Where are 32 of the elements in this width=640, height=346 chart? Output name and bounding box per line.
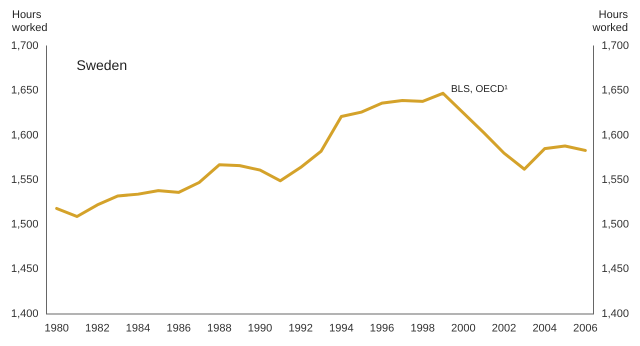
x-tick-label: 1980: [44, 322, 69, 334]
y-tick-label: 1,400: [10, 308, 39, 320]
y2-tick-label: 1,700: [601, 40, 630, 52]
y2-tick-label: 1,500: [601, 218, 630, 231]
y2-tick-label: 1,600: [601, 129, 630, 142]
x-tick-label: 1992: [288, 322, 313, 334]
y-tick-label: 1,500: [10, 218, 39, 231]
x-tick-label: 2002: [492, 322, 516, 334]
y2-tick-label: 1,550: [601, 174, 630, 186]
y-axis-title: Hours worked: [11, 9, 48, 34]
text: Sweden: [76, 56, 128, 73]
x-tick-label: 1994: [329, 322, 354, 334]
y2-tick-label: 1,400: [601, 308, 630, 320]
x-tick-label: 1996: [370, 322, 394, 334]
y-tick-label: 1,550: [10, 174, 39, 186]
x-tick-label: 1986: [166, 322, 191, 334]
x-tick-label: 1990: [248, 322, 272, 334]
x-tick-label: 1984: [126, 322, 150, 334]
x-tick-label: 1988: [207, 322, 232, 334]
x-tick-label: 1998: [410, 322, 435, 334]
y-tick-label: 1,600: [10, 129, 39, 142]
y2-tick-label: 1,650: [601, 84, 630, 97]
y-tick-label: 1,650: [10, 84, 39, 97]
x-tick-label: 2004: [532, 322, 557, 334]
x-tick-label: 2000: [451, 322, 476, 334]
x-tick-label: 1982: [85, 322, 110, 334]
x-tick-label: 2006: [573, 322, 598, 334]
y2-axis-title: Hours worked: [592, 9, 628, 34]
annotation: BLS, OECD¹: [451, 84, 508, 96]
y2-tick-label: 1,450: [601, 263, 630, 276]
y-tick-label: 1,700: [10, 40, 39, 52]
y-tick-label: 1,450: [10, 263, 39, 276]
